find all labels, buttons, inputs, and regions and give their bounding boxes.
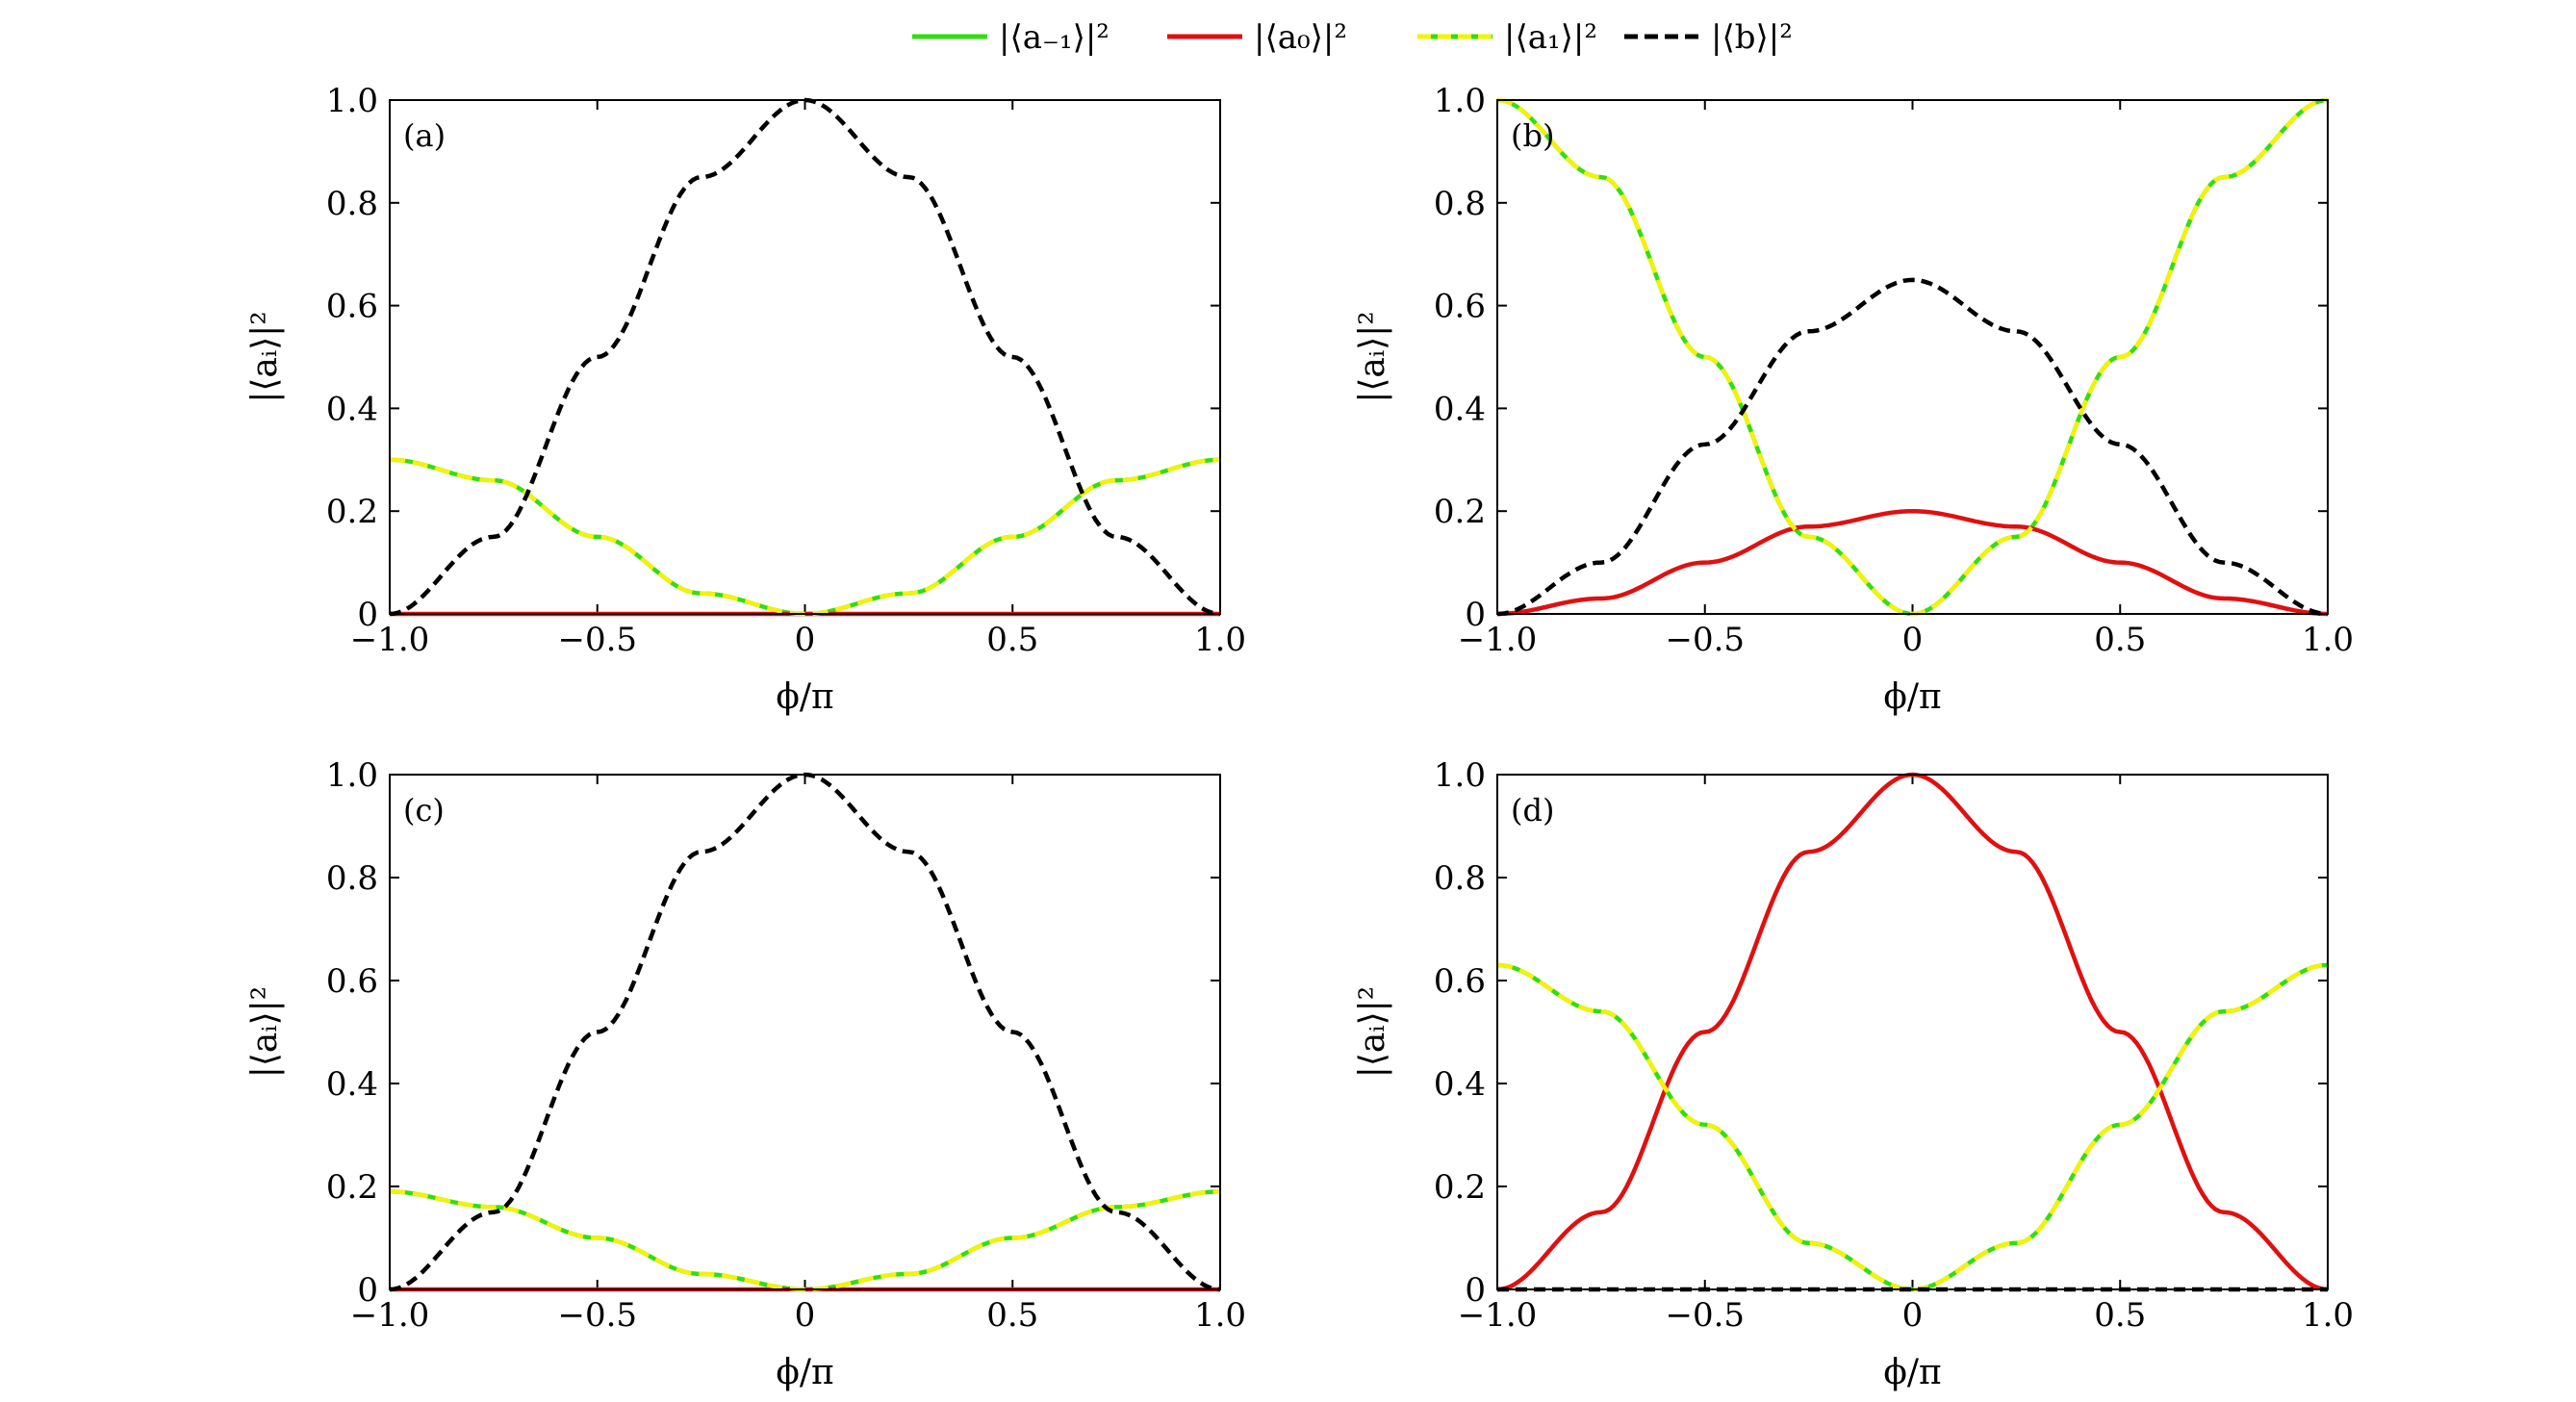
panel-label: (c) <box>403 792 445 828</box>
y-tick-label: 1.0 <box>326 82 378 120</box>
y-tick-label: 1.0 <box>1434 756 1486 795</box>
series-line-a-minus1 <box>1497 97 2328 617</box>
series-line-a1 <box>390 457 1220 617</box>
y-tick-label: 0.4 <box>326 390 378 428</box>
y-tick-label: 0 <box>1465 1271 1486 1310</box>
legend-entry: |⟨b⟩|² <box>1624 18 1793 57</box>
panels: −1.0 −0.5 0 0.5 1.0 0 0.2 0.4 0.6 0.8 1.0 ϕ/π |⟨aᵢ⟩|… <box>245 82 2354 1392</box>
x-axis-label: ϕ/π <box>776 677 833 717</box>
x-tick-label: −1.0 <box>350 621 430 659</box>
legend-label: |⟨b⟩|² <box>1711 18 1793 57</box>
legend-label: |⟨a₋₁⟩|² <box>999 18 1109 57</box>
x-tick-label: 1.0 <box>1194 1296 1246 1335</box>
y-tick-label: 0 <box>357 596 378 634</box>
x-tick-label: 0.5 <box>2094 1296 2146 1335</box>
chart-panel: −1.0 −0.5 0 0.5 1.0 0 0.2 0.4 0.6 0.8 1.0 ϕ/π |⟨aᵢ⟩|… <box>1353 756 2354 1392</box>
x-axis-label: ϕ/π <box>776 1353 833 1392</box>
series-line-a-minus1 <box>390 457 1220 617</box>
series-group <box>390 772 1220 1292</box>
x-tick-label: −1.0 <box>1458 621 1538 659</box>
legend-label: |⟨a₀⟩|² <box>1254 18 1347 57</box>
series-line-a1 <box>1497 962 2328 1292</box>
y-axis-label: |⟨aᵢ⟩|² <box>1353 311 1392 402</box>
y-axis-label: |⟨aᵢ⟩|² <box>245 311 285 402</box>
y-tick-label: 0.2 <box>1434 1168 1486 1207</box>
y-tick-label: 1.0 <box>326 756 378 795</box>
series-line-a-minus1 <box>390 1189 1220 1292</box>
panel-label: (b) <box>1511 117 1554 154</box>
y-axis-label: |⟨aᵢ⟩|² <box>1353 986 1392 1078</box>
x-tick-label: −1.0 <box>350 1296 430 1335</box>
x-tick-label: 0.5 <box>2094 621 2146 659</box>
chart-panel: −1.0 −0.5 0 0.5 1.0 0 0.2 0.4 0.6 0.8 1.0 ϕ/π |⟨aᵢ⟩|… <box>1353 82 2354 717</box>
x-axis-label: ϕ/π <box>1883 1353 1941 1392</box>
legend-label: |⟨a₁⟩|² <box>1504 18 1597 57</box>
series-group <box>390 97 1220 617</box>
y-tick-label: 0.4 <box>1434 390 1486 428</box>
x-tick-label: 0 <box>1902 1296 1924 1335</box>
y-tick-label: 0.6 <box>1434 962 1486 1001</box>
chart-panel: −1.0 −0.5 0 0.5 1.0 0 0.2 0.4 0.6 0.8 1.0 ϕ/π |⟨aᵢ⟩|… <box>245 82 1246 717</box>
series-group <box>1497 772 2328 1292</box>
y-tick-label: 0.8 <box>1434 859 1486 898</box>
legend: |⟨a₋₁⟩|² |⟨a₀⟩|² |⟨a₁⟩|² |⟨b⟩|² <box>912 18 1793 57</box>
series-line-a0 <box>1497 772 2328 1292</box>
y-tick-label: 0 <box>1465 596 1486 634</box>
x-tick-label: 1.0 <box>1194 621 1246 659</box>
y-tick-label: 0.8 <box>326 859 378 898</box>
series-line-b <box>390 97 1220 617</box>
series-line-a-minus1 <box>1497 962 2328 1292</box>
x-tick-label: 0.5 <box>986 1296 1038 1335</box>
panel-label: (a) <box>403 117 446 154</box>
plot-frame <box>1496 774 2329 1290</box>
x-tick-label: 1.0 <box>2302 1296 2354 1335</box>
y-axis-label: |⟨aᵢ⟩|² <box>245 986 285 1078</box>
series-line-b <box>1497 277 2328 617</box>
y-tick-label: 0.6 <box>326 288 378 326</box>
panel-label: (d) <box>1511 792 1554 828</box>
y-tick-label: 0.8 <box>1434 185 1486 223</box>
plot-frame <box>389 774 1221 1290</box>
chart-panel: −1.0 −0.5 0 0.5 1.0 0 0.2 0.4 0.6 0.8 1.0 ϕ/π |⟨aᵢ⟩|… <box>245 756 1246 1392</box>
x-tick-label: −0.5 <box>1665 621 1745 659</box>
y-tick-label: 0.4 <box>326 1065 378 1104</box>
y-tick-label: 0.4 <box>1434 1065 1486 1104</box>
x-axis-label: ϕ/π <box>1883 677 1941 717</box>
x-tick-label: 0 <box>795 1296 816 1335</box>
x-tick-label: −0.5 <box>557 621 637 659</box>
legend-entry: |⟨a₋₁⟩|² <box>912 18 1109 57</box>
x-tick-label: 0.5 <box>986 621 1038 659</box>
legend-entry: |⟨a₀⟩|² <box>1167 18 1347 57</box>
series-group <box>1497 97 2328 617</box>
y-tick-label: 0 <box>357 1271 378 1310</box>
x-tick-label: −0.5 <box>557 1296 637 1335</box>
plot-frame <box>1496 99 2329 615</box>
legend-entry: |⟨a₁⟩|² <box>1417 18 1597 57</box>
y-tick-label: 0.8 <box>326 185 378 223</box>
series-line-a0 <box>1497 508 2328 617</box>
series-line-a1 <box>1497 97 2328 617</box>
y-tick-label: 0.2 <box>326 1168 378 1207</box>
y-tick-label: 0.2 <box>326 493 378 531</box>
y-tick-label: 1.0 <box>1434 82 1486 120</box>
series-line-a1 <box>390 1189 1220 1292</box>
x-tick-label: −0.5 <box>1665 1296 1745 1335</box>
x-tick-label: 1.0 <box>2302 621 2354 659</box>
y-tick-label: 0.6 <box>326 962 378 1001</box>
y-tick-label: 0.6 <box>1434 288 1486 326</box>
y-tick-label: 0.2 <box>1434 493 1486 531</box>
x-tick-label: 0 <box>1902 621 1924 659</box>
plot-frame <box>389 99 1221 615</box>
x-tick-label: −1.0 <box>1458 1296 1538 1335</box>
x-tick-label: 0 <box>795 621 816 659</box>
